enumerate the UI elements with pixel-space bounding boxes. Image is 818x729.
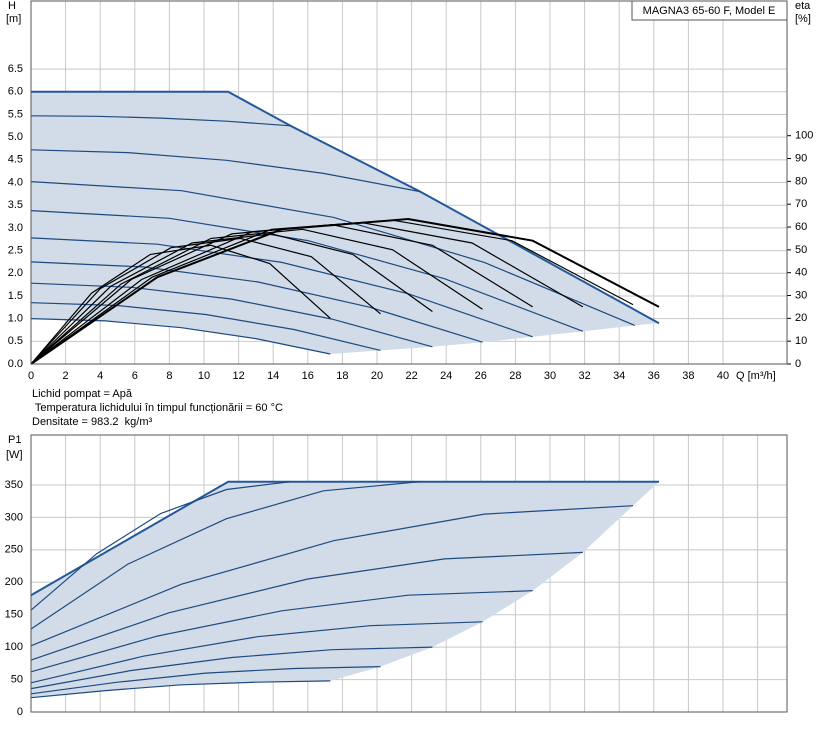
speed-curve [30, 646, 433, 690]
y2-tick-label: 40 [795, 267, 807, 279]
y2-tick-label: 30 [795, 289, 807, 301]
y-tick-label: 4.0 [8, 176, 23, 188]
x-axis-label: Q [m³/h] [736, 370, 776, 382]
y-tick-label: 250 [5, 544, 23, 556]
y-tick-label: 0.0 [8, 358, 23, 370]
y2-tick-label: 60 [795, 221, 807, 233]
y-tick-label: 100 [5, 641, 23, 653]
x-tick-label: 38 [682, 370, 694, 382]
operating-area [31, 91, 659, 355]
x-tick-label: 34 [613, 370, 625, 382]
title-box [631, 0, 788, 21]
y-tick-label: 350 [5, 479, 23, 491]
y-tick-label: 1.0 [8, 313, 23, 325]
y-axis-label: H [8, 0, 16, 12]
annotation: Densitate = 983.2 kg/m³ [32, 416, 152, 428]
x-tick-label: 36 [648, 370, 660, 382]
y-tick-label: 0 [17, 706, 23, 718]
x-tick-label: 28 [509, 370, 521, 382]
speed-curve [30, 282, 433, 348]
speed-curve [30, 115, 291, 127]
x-tick-label: 8 [166, 370, 172, 382]
y-axis-unit: [m] [6, 13, 21, 25]
x-tick-label: 26 [475, 370, 487, 382]
y2-tick-label: 70 [795, 198, 807, 210]
y-tick-label: 3.5 [8, 199, 23, 211]
speed-curve [30, 505, 634, 647]
x-tick-label: 40 [717, 370, 729, 382]
y-tick-label: 4.5 [8, 154, 23, 166]
y2-tick-label: 80 [795, 175, 807, 187]
speed-curve [30, 210, 584, 332]
efficiency-curve [30, 217, 660, 365]
y2-axis-unit: [%] [795, 13, 811, 25]
efficiency-curve [30, 244, 331, 365]
speed-curve [30, 481, 421, 630]
plot-frame [30, 434, 788, 713]
speed-curve [30, 590, 533, 673]
y-tick-label: 5.0 [8, 131, 23, 143]
y2-axis-label: eta [795, 0, 811, 12]
y2-tick-label: 100 [795, 130, 813, 142]
y-tick-label: 0.5 [8, 335, 23, 347]
annotation: Temperatura lichidului în timpul funcțio… [32, 402, 283, 414]
speed-curve [30, 481, 291, 611]
efficiency-curve [30, 237, 381, 365]
x-tick-label: 4 [97, 370, 103, 382]
y-tick-label: 200 [5, 576, 23, 588]
y2-tick-label: 10 [795, 335, 807, 347]
x-tick-label: 22 [405, 370, 417, 382]
plot-frame [30, 0, 788, 365]
y-tick-label: 5.5 [8, 108, 23, 120]
speed-curve [30, 302, 381, 351]
y2-tick-label: 20 [795, 312, 807, 324]
y-tick-label: 3.0 [8, 222, 23, 234]
speed-curve [30, 181, 636, 326]
max-curve [30, 480, 659, 597]
y2-tick-label: 50 [795, 244, 807, 256]
x-tick-label: 2 [63, 370, 69, 382]
y-axis-unit: [W] [6, 449, 23, 461]
x-tick-label: 10 [198, 370, 210, 382]
annotation: Lichid pompat = Apă [32, 388, 133, 400]
speed-curve [30, 621, 483, 684]
y2-tick-label: 90 [795, 152, 807, 164]
y-tick-label: 150 [5, 609, 23, 621]
y-tick-label: 300 [5, 511, 23, 523]
x-tick-label: 32 [578, 370, 590, 382]
x-tick-label: 0 [28, 370, 34, 382]
y-tick-label: 2.5 [8, 244, 23, 256]
y-tick-label: 50 [11, 673, 23, 685]
operating-area [31, 481, 659, 698]
efficiency-curve [30, 228, 483, 365]
y-tick-label: 6.5 [8, 63, 23, 75]
x-tick-label: 18 [336, 370, 348, 382]
speed-curve [30, 261, 483, 343]
efficiency-curve [30, 233, 433, 365]
x-tick-label: 20 [371, 370, 383, 382]
x-tick-label: 12 [232, 370, 244, 382]
y2-tick-label: 0 [795, 358, 801, 370]
x-tick-label: 24 [440, 370, 452, 382]
speed-curve [30, 666, 381, 695]
y-tick-label: 2.0 [8, 267, 23, 279]
speed-curve [30, 149, 421, 193]
speed-curve [30, 237, 533, 338]
x-tick-label: 16 [302, 370, 314, 382]
y-tick-label: 6.0 [8, 86, 23, 98]
x-tick-label: 30 [544, 370, 556, 382]
x-tick-label: 6 [132, 370, 138, 382]
chart-title: MAGNA3 65-60 F, Model E [643, 5, 776, 17]
x-tick-label: 14 [267, 370, 279, 382]
speed-curve [30, 680, 331, 699]
y-axis-label: P1 [8, 434, 21, 446]
y-tick-label: 1.5 [8, 290, 23, 302]
speed-curve [30, 551, 583, 661]
